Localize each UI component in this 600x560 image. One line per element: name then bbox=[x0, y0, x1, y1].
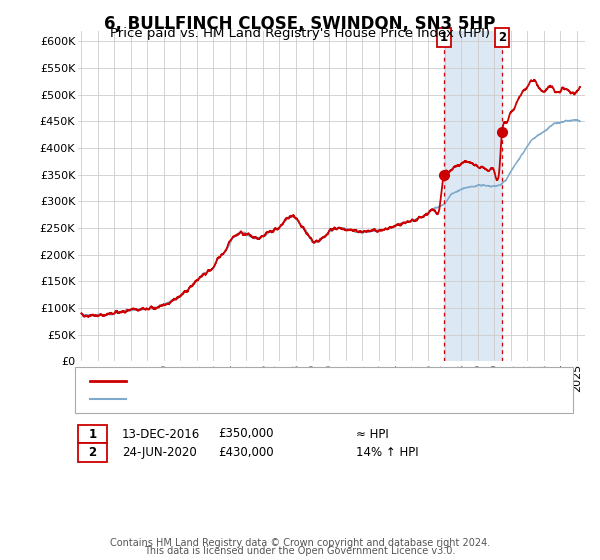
Bar bbox=[444, 31, 502, 361]
Text: This data is licensed under the Open Government Licence v3.0.: This data is licensed under the Open Gov… bbox=[145, 546, 455, 556]
Text: 13-DEC-2016: 13-DEC-2016 bbox=[122, 427, 200, 441]
Text: £350,000: £350,000 bbox=[218, 427, 273, 441]
Text: 2: 2 bbox=[498, 31, 506, 44]
Text: 14% ↑ HPI: 14% ↑ HPI bbox=[356, 446, 418, 459]
Text: HPI: Average price, detached house, Swindon: HPI: Average price, detached house, Swin… bbox=[135, 392, 403, 405]
Text: Price paid vs. HM Land Registry's House Price Index (HPI): Price paid vs. HM Land Registry's House … bbox=[110, 27, 490, 40]
Text: 1: 1 bbox=[440, 31, 448, 44]
Text: 6, BULLFINCH CLOSE, SWINDON, SN3 5HP: 6, BULLFINCH CLOSE, SWINDON, SN3 5HP bbox=[104, 15, 496, 32]
Text: £430,000: £430,000 bbox=[218, 446, 274, 459]
Text: 6, BULLFINCH CLOSE, SWINDON, SN3 5HP (detached house): 6, BULLFINCH CLOSE, SWINDON, SN3 5HP (de… bbox=[135, 375, 489, 388]
Text: ≈ HPI: ≈ HPI bbox=[356, 427, 389, 441]
Text: Contains HM Land Registry data © Crown copyright and database right 2024.: Contains HM Land Registry data © Crown c… bbox=[110, 538, 490, 548]
Text: 1: 1 bbox=[88, 427, 97, 441]
Text: 2: 2 bbox=[88, 446, 97, 459]
Text: 24-JUN-2020: 24-JUN-2020 bbox=[122, 446, 197, 459]
